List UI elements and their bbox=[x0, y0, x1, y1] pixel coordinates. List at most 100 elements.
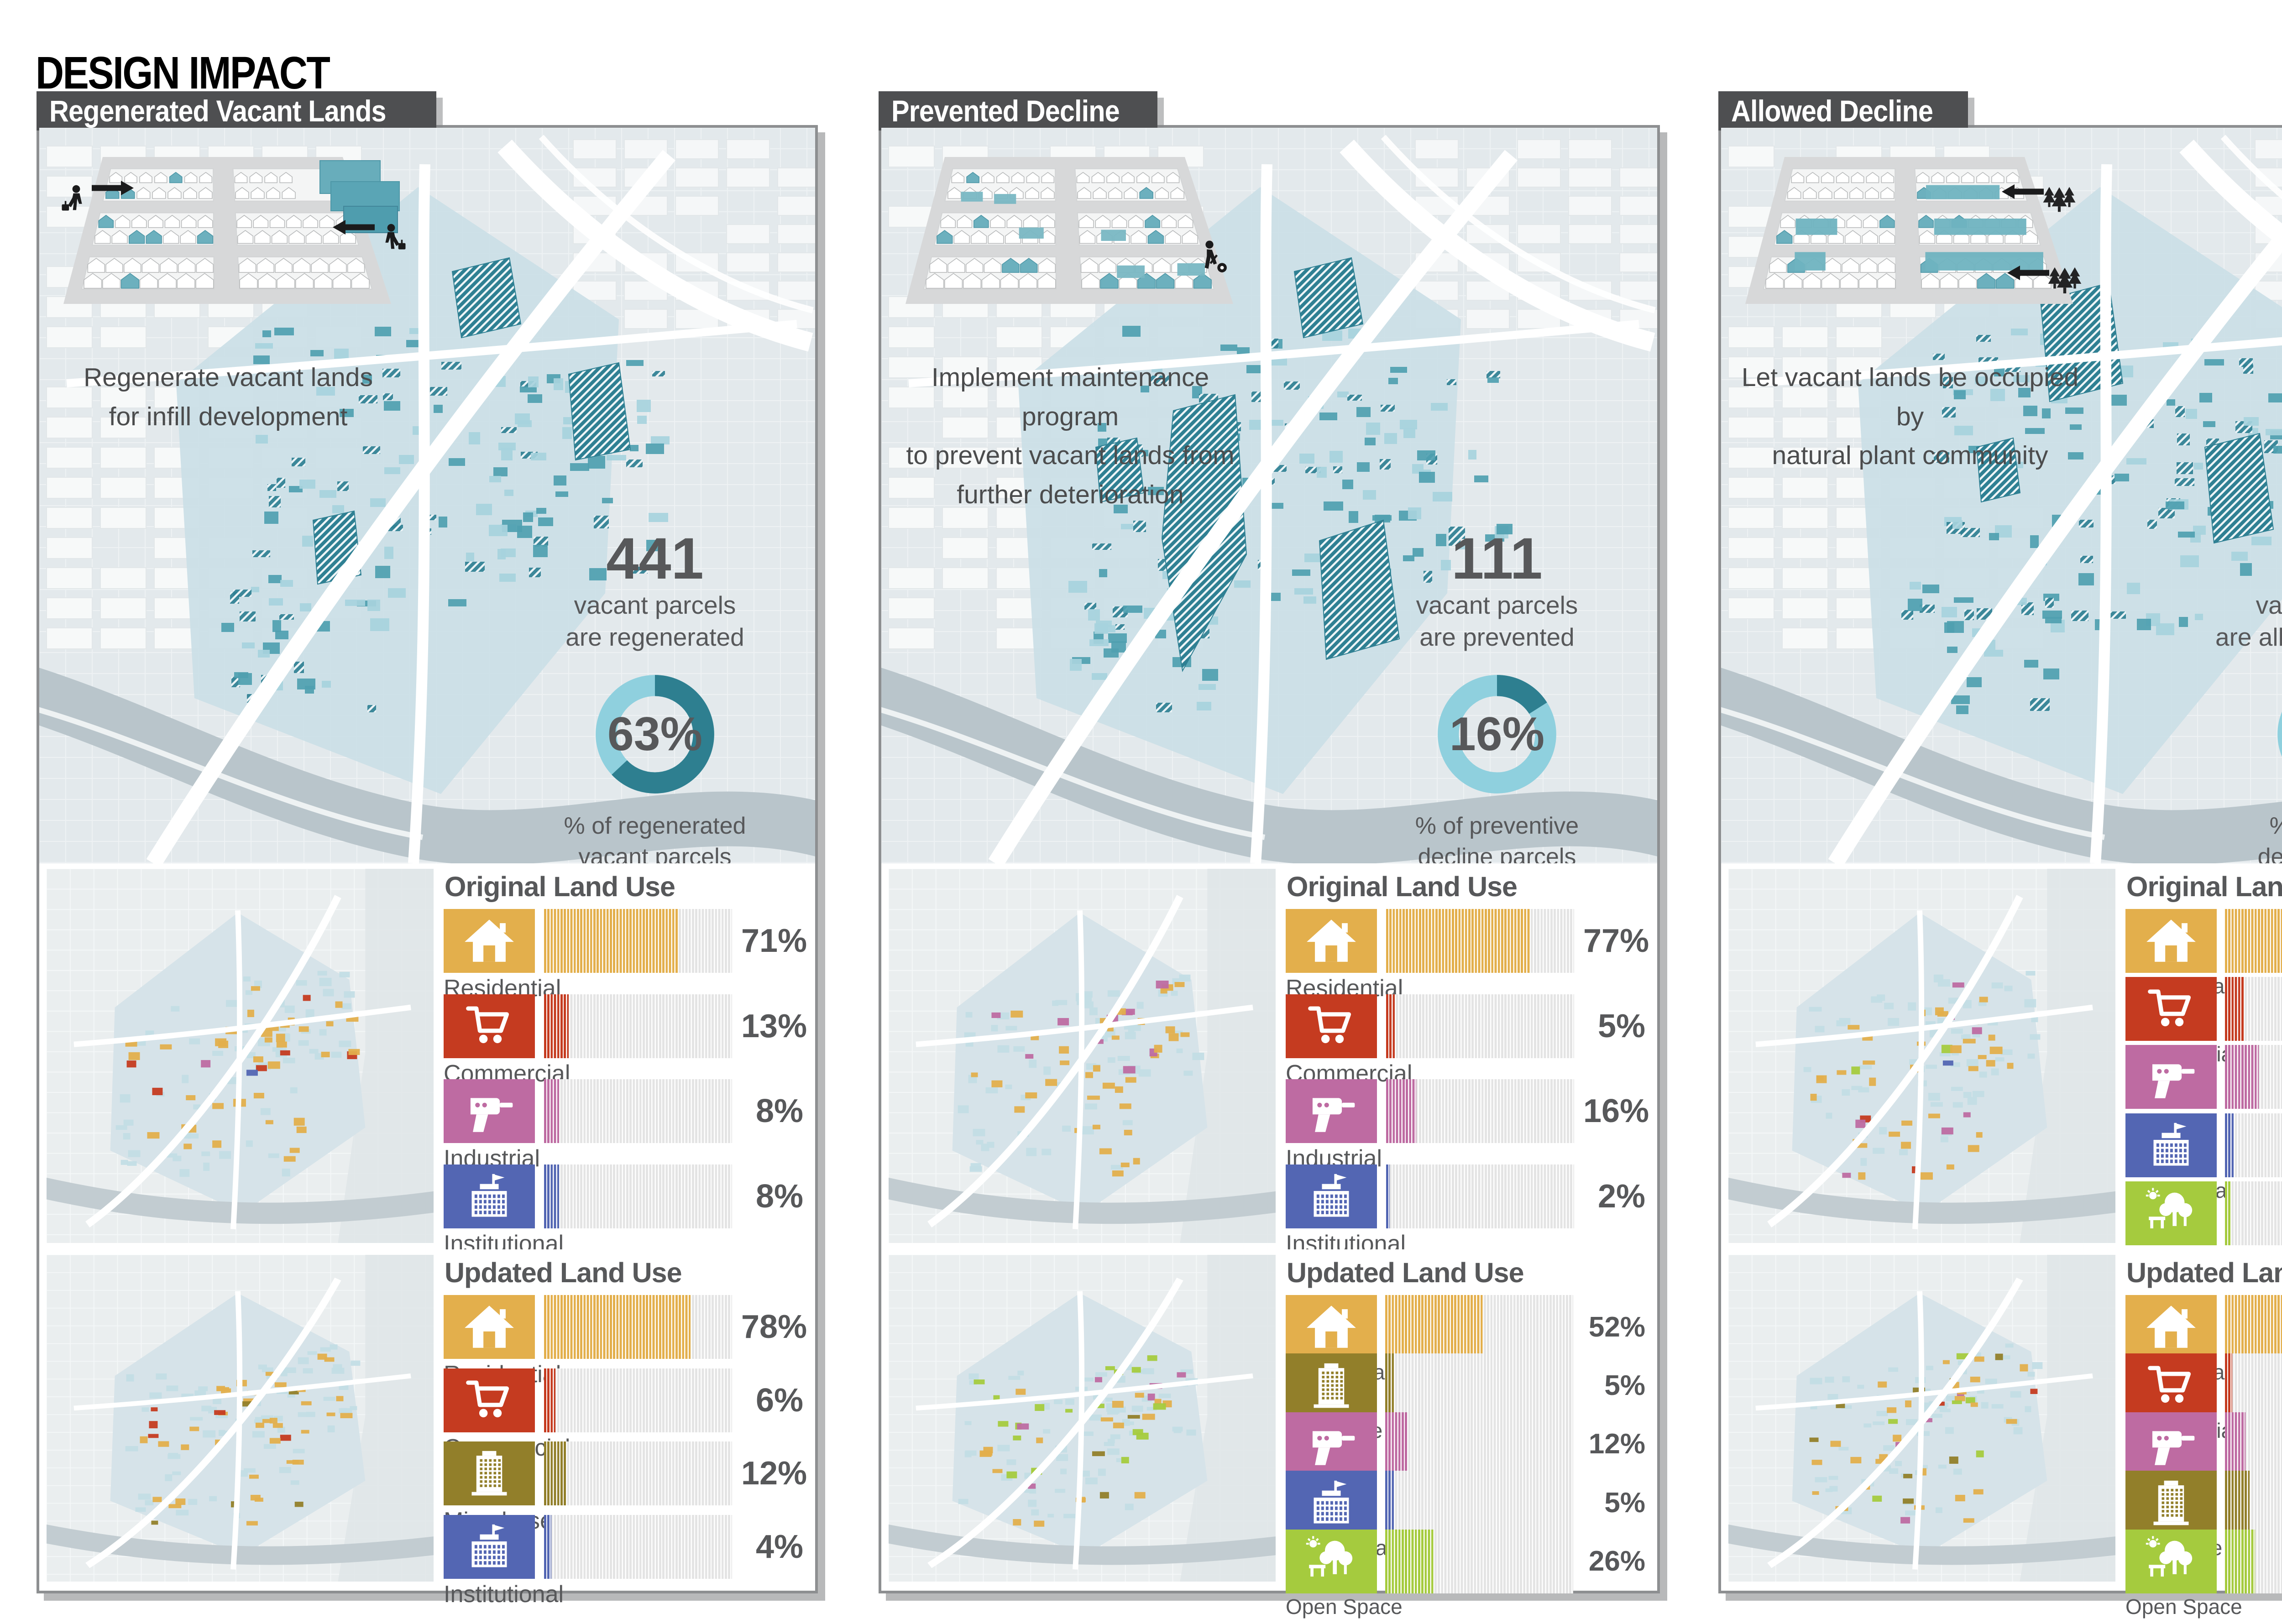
bar-fill bbox=[1386, 909, 1531, 973]
bar-fill bbox=[2225, 1353, 2233, 1418]
page-title: DESIGN IMPACT bbox=[36, 47, 330, 99]
bar-fill bbox=[1385, 1412, 1408, 1476]
bar-fill bbox=[1385, 1295, 1483, 1359]
chart-title: Updated Land Use bbox=[445, 1257, 682, 1288]
bar-chart-rows: 52%Residential5%Mixed-use12%Industrial5%… bbox=[1286, 1295, 1645, 1618]
land-use-row: 8% Institutional bbox=[444, 1164, 803, 1256]
bar-track bbox=[1385, 1471, 1573, 1535]
bar-value: 16% bbox=[1583, 1093, 1649, 1129]
bar-track bbox=[2225, 1412, 2282, 1476]
land-use-row: 16% Industrial bbox=[1286, 1079, 1649, 1171]
chart-title: Updated Land Use bbox=[2126, 1257, 2282, 1288]
land-use-map-graphic bbox=[882, 868, 1282, 1243]
strategy-illustration bbox=[46, 138, 411, 352]
land-use-map bbox=[1722, 868, 2121, 1243]
panel-header: Regenerated Vacant Lands bbox=[37, 91, 436, 131]
strategy-illustration bbox=[1727, 138, 2093, 352]
land-use-row: 10%Commercial bbox=[2125, 977, 2282, 1065]
donut-label: % of preventive decline parcels bbox=[1415, 813, 1579, 863]
land-use-row: 13%Mixed-use bbox=[2125, 1471, 2282, 1559]
bar-track bbox=[2225, 977, 2282, 1041]
bar-track bbox=[544, 909, 732, 973]
land-use-map-graphic bbox=[1722, 1254, 2121, 1582]
bar-value: 13% bbox=[741, 1008, 807, 1044]
drill-icon bbox=[1286, 1079, 1377, 1143]
bar-fill bbox=[544, 1079, 559, 1143]
mixed-building-icon bbox=[2125, 1471, 2217, 1535]
land-use-row: 71% Residential bbox=[444, 909, 807, 1001]
bar-track bbox=[1386, 1164, 1574, 1228]
bar-track bbox=[544, 1441, 732, 1505]
bar-fill bbox=[544, 1295, 691, 1359]
strategy-caption: Regenerate vacant lands for infill devel… bbox=[84, 363, 373, 431]
original-land-use-section: Original Land Use 77% Residential 5% Commer… bbox=[881, 863, 1657, 1256]
land-use-row: 12%Mixed-use bbox=[444, 1441, 807, 1533]
person-icon bbox=[62, 185, 82, 211]
bar-value: 12% bbox=[1588, 1428, 1645, 1460]
original-land-use-section: Original Land Use 64%Residential10%Comme… bbox=[1721, 863, 2282, 1269]
land-use-row: 52%Residential bbox=[1286, 1295, 1645, 1383]
updated-land-use-section: Updated Land Use 52%Residential5%Mixed-u… bbox=[881, 1249, 1657, 1618]
bar-fill bbox=[2225, 1045, 2259, 1109]
category-label: Open Space bbox=[2125, 1594, 2242, 1619]
parcel-stats: 111 vacant parcels are prevented 16% % o… bbox=[1367, 529, 1627, 863]
strategy-caption: Let vacant lands be occupied by natural … bbox=[1741, 363, 2079, 470]
panel-header-label: Regenerated Vacant Lands bbox=[49, 94, 387, 128]
bar-value: 5% bbox=[1597, 1008, 1645, 1044]
chart-title: Original Land Use bbox=[1287, 871, 1518, 902]
donut-chart: 21% bbox=[2266, 663, 2282, 805]
land-use-row: 3%Open Space bbox=[2125, 1181, 2282, 1269]
shopping-cart-icon bbox=[444, 1368, 535, 1432]
parcel-stats: 151 vacant parcels are allowed to declin… bbox=[2207, 529, 2282, 863]
mower-person-icon bbox=[1204, 240, 1227, 272]
city-map: Let vacant lands be occupied by natural … bbox=[1721, 128, 2282, 863]
land-use-row: 4%Commercial bbox=[2125, 1353, 2282, 1442]
bar-track bbox=[1385, 1353, 1573, 1418]
bar-value: 4% bbox=[755, 1528, 803, 1565]
bar-track bbox=[2225, 1471, 2282, 1535]
panel-header-label: Prevented Decline bbox=[891, 94, 1120, 128]
donut-percentage: 63% bbox=[607, 707, 703, 761]
bar-track bbox=[2225, 1113, 2282, 1177]
bar-fill bbox=[544, 994, 569, 1058]
category-label: Open Space bbox=[1286, 1594, 1403, 1619]
pine-tree-icon bbox=[2063, 187, 2076, 207]
land-use-row: 77% Residential bbox=[1286, 909, 1649, 1001]
land-use-chart: Original Land Use 77% Residential 5% Commer… bbox=[1286, 869, 1649, 1256]
land-use-row: 2% Institutional bbox=[1286, 1164, 1645, 1256]
arrow-icon bbox=[2002, 184, 2044, 199]
stat-label: vacant parcels are prevented bbox=[1416, 590, 1578, 651]
donut-percentage: 21% bbox=[2266, 663, 2282, 805]
stat-number: 441 bbox=[606, 526, 704, 591]
park-icon bbox=[1286, 1529, 1377, 1593]
bar-fill bbox=[1386, 1164, 1390, 1228]
bar-fill bbox=[1386, 1079, 1416, 1143]
chart-title: Original Land Use bbox=[445, 871, 675, 902]
strategy-illustration-graphic bbox=[62, 157, 406, 304]
city-map: Regenerate vacant lands for infill devel… bbox=[39, 128, 815, 863]
land-use-map-graphic bbox=[1722, 868, 2121, 1243]
bar-chart-rows: 64%Residential10%Commercial18%Industrial… bbox=[2125, 909, 2282, 1269]
land-use-chart: Original Land Use 71% Residential 13% Comme… bbox=[444, 869, 807, 1256]
pine-tree-icon bbox=[2057, 267, 2073, 293]
bar-value: 2% bbox=[1597, 1178, 1645, 1215]
park-icon bbox=[2125, 1529, 2217, 1593]
land-use-map-graphic bbox=[40, 1254, 440, 1582]
bar-value: 77% bbox=[1583, 923, 1649, 959]
bar-track bbox=[2225, 1181, 2282, 1245]
bar-value: 8% bbox=[755, 1093, 803, 1129]
pine-tree-icon bbox=[2048, 267, 2062, 289]
land-use-row: 64%Residential bbox=[2125, 909, 2282, 997]
land-use-row: 78%Residential bbox=[444, 1295, 807, 1387]
house-icon bbox=[1286, 1295, 1377, 1359]
land-use-chart: Updated Land Use 78%Residential6%Commerc… bbox=[444, 1255, 807, 1607]
bar-fill bbox=[1385, 1471, 1395, 1535]
bar-value: 5% bbox=[1604, 1487, 1645, 1519]
land-use-map-graphic bbox=[40, 868, 440, 1243]
bar-fill bbox=[2225, 1113, 2235, 1177]
stat-number: 151 bbox=[2207, 529, 2282, 589]
land-use-row: 56%Residential bbox=[2125, 1295, 2282, 1383]
bar-value: 78% bbox=[741, 1309, 807, 1345]
institution-flag-icon bbox=[1286, 1471, 1377, 1535]
drill-icon bbox=[1286, 1412, 1377, 1476]
